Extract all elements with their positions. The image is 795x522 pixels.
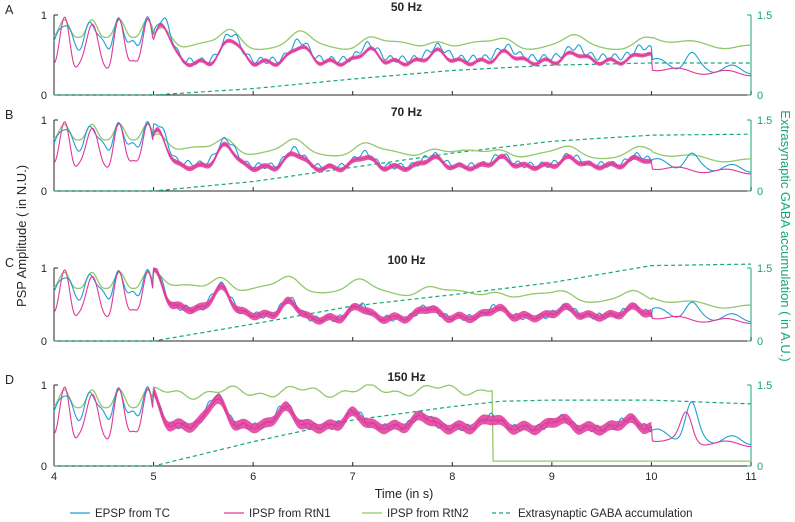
series-gaba [54, 133, 751, 192]
y-tick-label-left: 0 [41, 90, 47, 102]
legend-label-ipsp-rtn2: IPSP from RtN2 [387, 508, 469, 520]
x-tick-label: 11 [745, 471, 756, 483]
x-tick-label: 9 [549, 471, 555, 483]
y-tick-label-left: 0 [41, 186, 47, 198]
series-ipsp-rtn1 [53, 121, 751, 175]
legend-label-epsp-tc: EPSP from TC [95, 508, 170, 520]
panel-title: 150 Hz [387, 370, 425, 384]
y-tick-label-left: 1 [41, 380, 47, 392]
panel-b: 0 1 0 1.5 B 70 Hz [5, 105, 772, 198]
series-epsp-tc [53, 120, 751, 173]
y-tick-label-right: 0 [757, 186, 763, 198]
series-epsp-tc [53, 385, 751, 445]
series-ipsp-rtn1 [53, 267, 751, 324]
y-tick-label-right: 1.5 [757, 115, 772, 127]
panel-title: 50 Hz [391, 0, 422, 14]
y-tick-label-right: 1.5 [757, 10, 772, 22]
x-tick-label: 5 [151, 471, 157, 483]
panel-label: C [5, 256, 14, 270]
x-tick-label: 10 [645, 471, 657, 483]
series-ipsp-rtn1-band [153, 22, 652, 68]
y-tick-label-right: 0 [757, 90, 763, 102]
y-tick-label-left: 0 [41, 461, 47, 473]
x-tick-label: 6 [250, 471, 256, 483]
series-ipsp-rtn1 [53, 16, 751, 77]
x-tick-label: 8 [449, 471, 455, 483]
x-tick-label: 7 [350, 471, 356, 483]
y-tick-label-right: 1.5 [757, 380, 772, 392]
y-tick-label-right: 0 [757, 461, 763, 473]
panel-label: B [5, 108, 13, 122]
y-tick-label-right: 1.5 [757, 263, 772, 275]
y-tick-label-left: 1 [41, 10, 47, 22]
legend-label-ipsp-rtn1: IPSP from RtN1 [249, 508, 331, 520]
y-axis-right-label: Extrasynaptic GABA accumulation ( in A.U… [778, 110, 793, 361]
panel-a: 0 1 0 1.5 A 50 Hz [5, 0, 772, 102]
y-axis-left-label: PSP Amplitude ( in N.U.) [14, 165, 29, 307]
series-ipsp-rtn2 [53, 384, 751, 462]
y-tick-label-left: 0 [41, 336, 47, 348]
y-tick-label-right: 0 [757, 336, 763, 348]
series-ipsp-rtn2 [53, 269, 751, 309]
legend-label-gaba: Extrasynaptic GABA accumulation [518, 508, 693, 520]
panel-title: 100 Hz [387, 253, 425, 267]
y-tick-label-left: 1 [41, 263, 47, 275]
panel-title: 70 Hz [391, 105, 422, 119]
legend: EPSP from TC IPSP from RtN1 IPSP from Rt… [70, 508, 693, 520]
y-tick-label-left: 1 [41, 115, 47, 127]
series-ipsp-rtn1 [53, 386, 751, 448]
series-gaba [54, 263, 752, 342]
panel-c: 0 1 0 1.5 C 100 Hz [5, 253, 772, 348]
panel-label: D [5, 373, 14, 387]
series-ipsp-rtn1-band [153, 386, 652, 436]
series-ipsp-rtn1-band [153, 268, 652, 325]
series-epsp-tc [53, 15, 751, 75]
panel-label: A [5, 3, 14, 17]
x-axis-label: Time (in s) [375, 487, 434, 501]
series-gaba [54, 62, 751, 96]
series-ipsp-rtn2 [53, 123, 751, 163]
x-tick-label: 4 [51, 471, 57, 483]
